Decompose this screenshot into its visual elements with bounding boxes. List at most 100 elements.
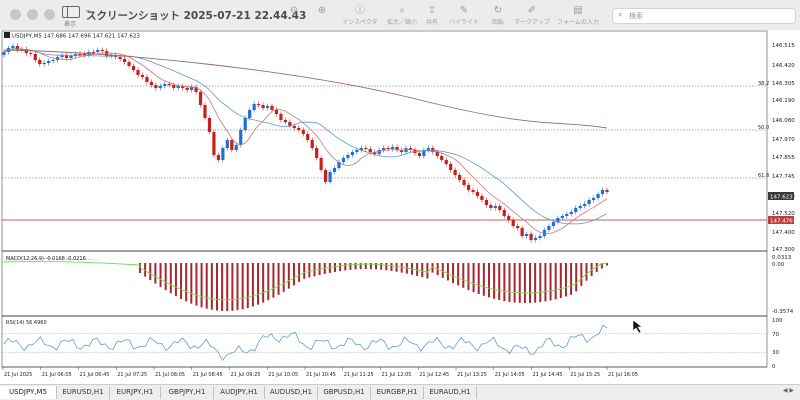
form-fill-button[interactable]: ▤ フォームの入力 — [557, 5, 599, 26]
minimize-window-button[interactable] — [27, 9, 38, 20]
macd-bar — [477, 263, 480, 294]
symbol-tab[interactable]: AUDJPY,H1 — [214, 386, 265, 399]
inspector-button[interactable]: ⓘ インスペクタ — [338, 4, 382, 28]
candle-body — [462, 180, 466, 185]
candle-body — [471, 190, 475, 192]
macd-bar — [174, 263, 177, 297]
moving-average-mid — [3, 48, 608, 225]
share-button[interactable]: ⇪ 共有 — [410, 4, 454, 28]
macd-bar — [144, 263, 147, 277]
macd-bar — [200, 263, 203, 308]
price-scale-label: 147.855 — [772, 155, 795, 161]
macd-bar — [190, 263, 193, 304]
candle-body — [279, 114, 283, 120]
window-title: スクリーンショット 2025-07-21 22.44.43 — [86, 10, 307, 22]
zoom-out-button[interactable]: ⊖ — [272, 4, 316, 28]
candle-body — [355, 150, 359, 152]
macd-bar — [416, 263, 419, 276]
candle-body — [158, 86, 162, 88]
macd-bar — [503, 263, 506, 302]
macd-bar — [585, 263, 588, 281]
zoom-out-icon: ⊖ — [289, 5, 299, 16]
candle-body — [587, 200, 591, 204]
symbol-tab[interactable]: AUDUSD,H1 — [265, 386, 318, 399]
macd-bar — [287, 263, 290, 289]
macd-bar — [385, 263, 388, 271]
candle-body — [578, 206, 582, 208]
time-axis-label: 21 Jul 08:45 — [193, 372, 223, 378]
time-axis-label: 21 Jul 16:05 — [608, 372, 638, 378]
candle-body — [359, 148, 363, 150]
candle-body — [194, 87, 198, 92]
candle-body — [458, 175, 462, 180]
macd-bar — [292, 263, 295, 286]
candle-body — [207, 118, 212, 132]
zoom-in-button[interactable]: ⊕ — [300, 4, 344, 28]
macd-bar — [508, 263, 511, 302]
candle-body — [346, 155, 350, 158]
close-window-button[interactable] — [10, 9, 21, 20]
candle-body — [131, 66, 136, 70]
symbol-tab[interactable]: GBPJPY,H1 — [161, 386, 214, 399]
candle-body — [484, 200, 488, 205]
rotate-button[interactable]: ↻ 回転 — [476, 4, 520, 28]
time-axis-label: 21 Jul 14:05 — [495, 372, 525, 378]
macd-bar — [513, 263, 516, 303]
candle-body — [248, 110, 252, 118]
chevron-down-icon[interactable]: ⌄ — [84, 5, 92, 15]
candle-body — [337, 162, 341, 168]
macd-bar — [518, 263, 521, 303]
candle-body — [297, 128, 301, 130]
price-scale-label: 146.420 — [772, 63, 795, 69]
symbol-tab[interactable]: EURUSD,H1 — [57, 386, 110, 399]
candle-body — [332, 168, 337, 172]
candle-body — [422, 150, 426, 156]
candle-body — [78, 54, 82, 55]
candle-body — [600, 190, 605, 194]
candle-body — [565, 214, 569, 216]
macd-bar — [544, 263, 547, 302]
sidebar-icon[interactable] — [62, 6, 80, 18]
candle-body — [123, 59, 127, 62]
search-field[interactable]: ⌕ 検索 — [612, 8, 796, 24]
candle-body — [551, 222, 555, 226]
symbol-tab[interactable]: USDJPY,M5 — [0, 386, 57, 399]
candle-body — [176, 86, 180, 88]
time-axis-label: 21 Jul 12:45 — [419, 372, 449, 378]
candle-body — [29, 53, 33, 54]
current-price-badge — [768, 192, 794, 200]
macd-bar — [472, 263, 475, 293]
macd-bar — [282, 263, 285, 292]
rsi-line-path — [3, 324, 608, 362]
macd-bar — [529, 263, 532, 303]
candle-body — [449, 164, 453, 170]
tab-scroll-arrows-icon[interactable]: ◀ ▶ — [782, 387, 794, 394]
macd-bar — [452, 263, 455, 283]
candle-body — [560, 216, 564, 218]
symbol-tab[interactable]: EURGBP,H1 — [371, 386, 424, 399]
symbol-tab[interactable]: EURJPY,H1 — [110, 386, 161, 399]
trading-chart[interactable]: 146.515 146.420 146.305 146.190 146.080 147.9… — [0, 30, 800, 384]
macd-bar — [226, 263, 229, 311]
highlight-button[interactable]: ✎ ハイライト — [442, 4, 486, 28]
symbol-tab[interactable]: EURAUD,H1 — [424, 386, 477, 399]
candle-body — [252, 104, 256, 110]
candle-body — [417, 153, 421, 156]
time-axis-label: 21 Jul 15:25 — [570, 372, 600, 378]
macd-bar — [462, 263, 465, 288]
macd-bar — [159, 263, 162, 287]
candle-body — [426, 148, 430, 150]
symbol-tab[interactable]: GBPUSD,H1 — [318, 386, 371, 399]
candle-body — [181, 86, 185, 88]
macd-bar — [559, 263, 562, 298]
search-icon: ⌕ — [618, 10, 623, 19]
candle-body — [140, 75, 145, 77]
candle-body — [292, 126, 296, 128]
candle-body — [149, 82, 153, 85]
markup-button[interactable]: ✐ マークアップ — [510, 4, 554, 28]
macd-bar — [272, 263, 275, 298]
candle-body — [440, 156, 444, 160]
macd-bar — [334, 263, 337, 272]
zoom-button[interactable]: ⌕ 拡大／縮小 — [380, 4, 424, 28]
zoom-window-button[interactable] — [44, 9, 55, 20]
